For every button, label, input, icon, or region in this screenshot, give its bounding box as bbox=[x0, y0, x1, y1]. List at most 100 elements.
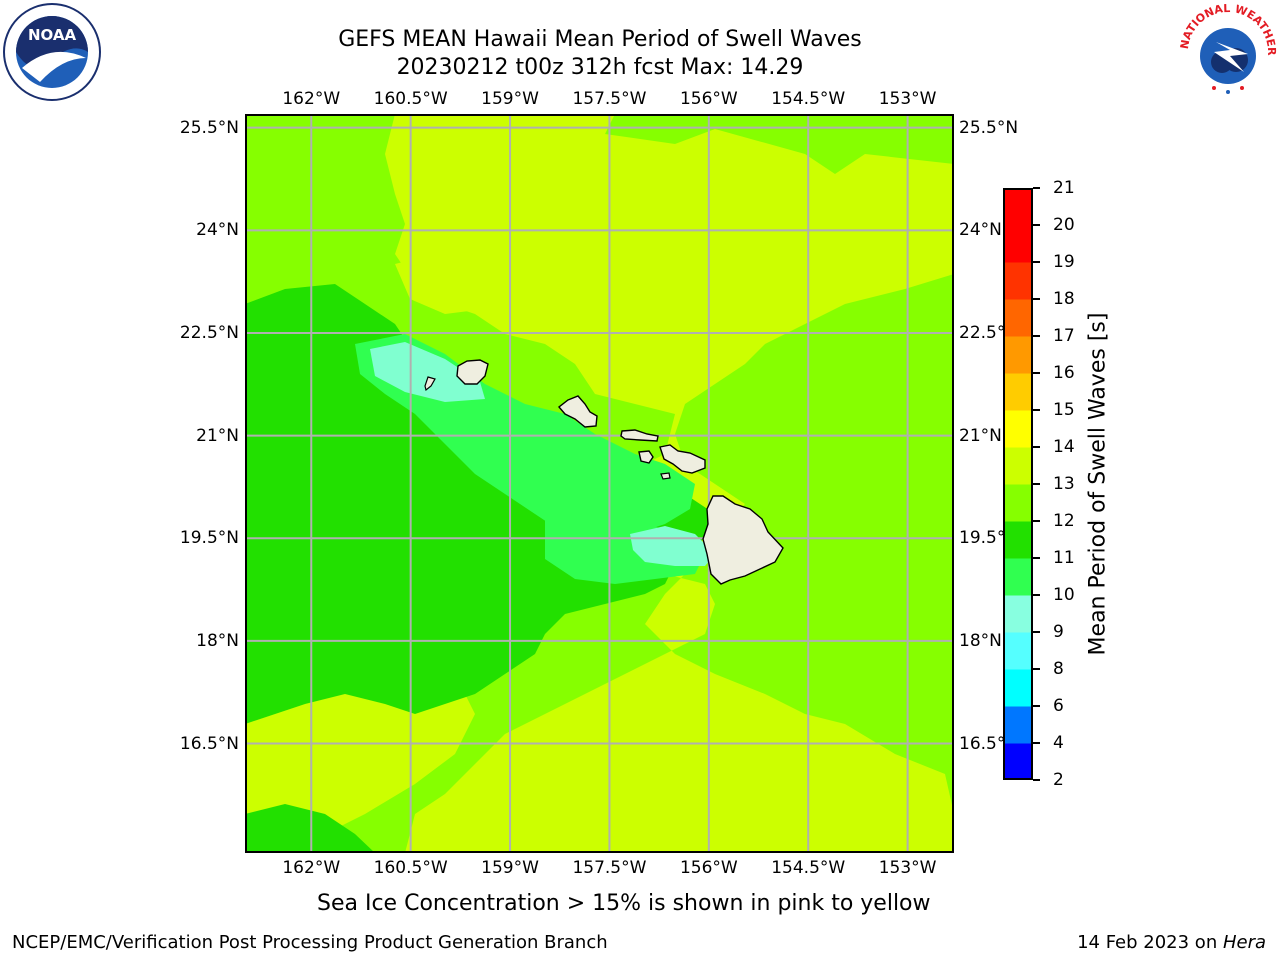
field-9-10-north bbox=[370, 342, 485, 402]
sea-ice-caption: Sea Ice Concentration > 15% is shown in … bbox=[317, 891, 931, 916]
colorbar-tick-label: 15 bbox=[1053, 400, 1075, 420]
colorbar-tick-label: 14 bbox=[1053, 437, 1075, 457]
lon-label-bottom: 159°W bbox=[481, 858, 539, 878]
lat-label-right: 25.5°N bbox=[959, 117, 1019, 138]
nws-logo-icon: NATIONAL WEATHER SERVICE bbox=[1174, 0, 1278, 99]
lat-label-right: 24°N bbox=[959, 220, 1002, 241]
colorbar-tick-label: 19 bbox=[1053, 252, 1075, 272]
colorbar-tick-mark bbox=[1033, 779, 1040, 781]
colorbar-segment bbox=[1003, 299, 1033, 337]
colorbar-tick-mark bbox=[1033, 557, 1040, 559]
colorbar-tick-label: 6 bbox=[1053, 696, 1064, 716]
colorbar-tick-mark bbox=[1033, 520, 1040, 522]
colorbar-segment bbox=[1003, 558, 1033, 596]
island-hawaii bbox=[702, 495, 784, 585]
colorbar-tick-label: 8 bbox=[1053, 659, 1064, 679]
swell-period-map bbox=[245, 114, 954, 853]
island-kauai bbox=[456, 359, 489, 385]
colorbar bbox=[1003, 188, 1033, 781]
lat-label-left: 22.5°N bbox=[179, 322, 239, 343]
colorbar-segment bbox=[1003, 595, 1033, 633]
colorbar-tick-label: 16 bbox=[1053, 363, 1075, 383]
colorbar-tick-mark bbox=[1033, 668, 1040, 670]
colorbar-tick-mark bbox=[1033, 335, 1040, 337]
lon-label-bottom: 160.5°W bbox=[373, 858, 448, 878]
colorbar-label: Mean Period of Swell Waves [s] bbox=[1085, 312, 1111, 656]
lat-label-left: 18°N bbox=[196, 630, 239, 651]
lat-label-right: 18°N bbox=[959, 630, 1002, 651]
colorbar-segment bbox=[1003, 743, 1033, 781]
lon-label-top: 160.5°W bbox=[373, 89, 448, 109]
colorbar-tick-mark bbox=[1033, 409, 1040, 411]
colorbar-tick-label: 21 bbox=[1053, 178, 1075, 198]
map-panel bbox=[245, 114, 954, 853]
island-kahoolawe bbox=[660, 472, 671, 480]
lon-label-top: 162°W bbox=[282, 89, 341, 109]
lon-label-top: 156°W bbox=[679, 89, 738, 109]
colorbar-segment bbox=[1003, 484, 1033, 522]
gridlines bbox=[245, 114, 954, 853]
lon-label-top: 157.5°W bbox=[572, 89, 647, 109]
colorbar-tick-label: 11 bbox=[1053, 548, 1075, 568]
colorbar-segment bbox=[1003, 225, 1033, 263]
colorbar-segment bbox=[1003, 632, 1033, 670]
island-maui bbox=[659, 444, 706, 474]
colorbar-tick-mark bbox=[1033, 261, 1040, 263]
lat-label-left: 19.5°N bbox=[179, 528, 239, 549]
colorbar-tick-label: 20 bbox=[1053, 215, 1075, 235]
noaa-logo: NOAA bbox=[2, 2, 102, 102]
lat-label-left: 21°N bbox=[196, 425, 239, 446]
colorbar-tick-label: 12 bbox=[1053, 511, 1075, 531]
noaa-logo-icon: NOAA bbox=[3, 3, 101, 101]
field-10-11-south bbox=[545, 509, 705, 584]
lon-label-top: 153°W bbox=[878, 89, 937, 109]
lon-label-bottom: 153°W bbox=[878, 858, 937, 878]
colorbar-segment bbox=[1003, 706, 1033, 744]
colorbar-tick-mark bbox=[1033, 446, 1040, 448]
colorbar-tick-label: 4 bbox=[1053, 733, 1064, 753]
lon-label-top: 154.5°W bbox=[771, 89, 846, 109]
lat-label-left: 24°N bbox=[196, 220, 239, 241]
lon-label-bottom: 162°W bbox=[282, 858, 341, 878]
colorbar-tick-mark bbox=[1033, 372, 1040, 374]
noaa-logo-text: NOAA bbox=[28, 26, 77, 44]
colorbar-tick-mark bbox=[1033, 187, 1040, 189]
colorbar-tick-mark bbox=[1033, 483, 1040, 485]
field-11-12-west bbox=[245, 284, 715, 724]
colorbar-tick-label: 18 bbox=[1053, 289, 1075, 309]
colorbar-tick-mark bbox=[1033, 594, 1040, 596]
colorbar-border bbox=[1003, 188, 1033, 780]
colorbar-tick-mark bbox=[1033, 298, 1040, 300]
map-title: GEFS MEAN Hawaii Mean Period of Swell Wa… bbox=[338, 27, 862, 52]
colorbar-segment bbox=[1003, 262, 1033, 300]
colorbar-segment bbox=[1003, 410, 1033, 448]
colorbar-scale bbox=[1003, 188, 1033, 781]
lat-label-left: 16.5°N bbox=[179, 733, 239, 754]
colorbar-segment bbox=[1003, 188, 1033, 226]
island-oahu bbox=[557, 395, 598, 428]
colorbar-tick-label: 10 bbox=[1053, 585, 1075, 605]
colorbar-segment bbox=[1003, 373, 1033, 411]
field-13-14-north-blob bbox=[395, 254, 495, 314]
colorbar-tick-label: 13 bbox=[1053, 474, 1075, 494]
field-11-12-sw bbox=[245, 804, 375, 853]
island-lanai bbox=[638, 450, 654, 464]
colorbar-tick-label: 2 bbox=[1053, 770, 1064, 790]
lat-label-left: 25.5°N bbox=[179, 117, 239, 138]
footer-date: 14 Feb 2023 on Hera bbox=[1077, 932, 1266, 954]
field-9-10-south bbox=[630, 526, 715, 566]
island-niihau bbox=[424, 376, 436, 392]
lon-label-bottom: 157.5°W bbox=[572, 858, 647, 878]
colorbar-segment bbox=[1003, 521, 1033, 559]
map-border bbox=[245, 114, 954, 853]
footer-date-text: 14 Feb 2023 on bbox=[1077, 932, 1223, 953]
lon-label-bottom: 156°W bbox=[679, 858, 738, 878]
island-molokai bbox=[620, 429, 659, 442]
colorbar-tick-label: 17 bbox=[1053, 326, 1075, 346]
footer-credit: NCEP/EMC/Verification Post Processing Pr… bbox=[12, 932, 608, 953]
colorbar-tick-mark bbox=[1033, 705, 1040, 707]
colorbar-segment bbox=[1003, 336, 1033, 374]
colorbar-tick-mark bbox=[1033, 631, 1040, 633]
colorbar-tick-mark bbox=[1033, 224, 1040, 226]
colorbar-tick-mark bbox=[1033, 742, 1040, 744]
